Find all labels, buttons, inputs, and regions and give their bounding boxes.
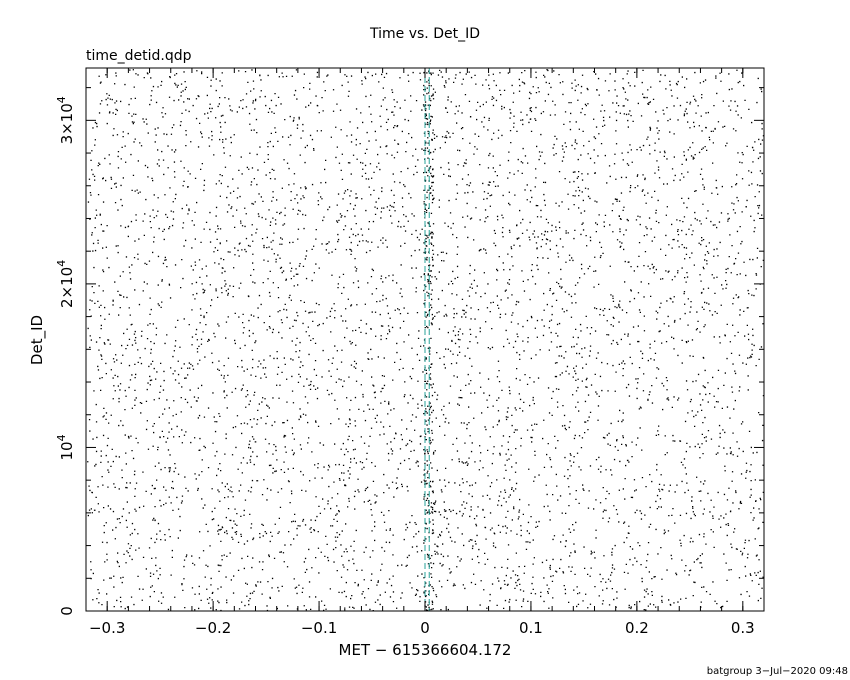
y-axis-label: Det_ID — [28, 315, 47, 365]
marker-lines — [424, 68, 430, 611]
chart-title: Time vs. Det_ID — [369, 26, 480, 42]
x-tick-label: −0.3 — [89, 619, 125, 637]
y-tick-label: 3×104 — [55, 96, 76, 144]
x-tick-label: 0 — [420, 619, 430, 637]
y-tick-label: 2×104 — [55, 260, 76, 308]
y-axis-ticks: 0 104 2×104 3×104 — [55, 87, 764, 616]
chart-subtitle: time_detid.qdp — [86, 48, 192, 64]
x-axis-label: MET − 615366604.172 — [339, 641, 512, 659]
y-tick-label: 0 — [58, 606, 76, 616]
x-tick-label: 0.1 — [519, 619, 543, 637]
x-tick-label: 0.2 — [625, 619, 649, 637]
event-points — [87, 69, 765, 612]
y-tick-label: 104 — [55, 434, 76, 460]
x-tick-label: −0.1 — [301, 619, 337, 637]
x-axis-ticks: −0.3 −0.2 −0.1 0 0.1 0.2 0.3 — [85, 68, 765, 637]
data-points — [87, 69, 765, 612]
footer-credit: batgroup 3−Jul−2020 09:48 — [707, 666, 848, 677]
x-tick-label: −0.2 — [195, 619, 231, 637]
x-tick-label: 0.3 — [731, 619, 755, 637]
